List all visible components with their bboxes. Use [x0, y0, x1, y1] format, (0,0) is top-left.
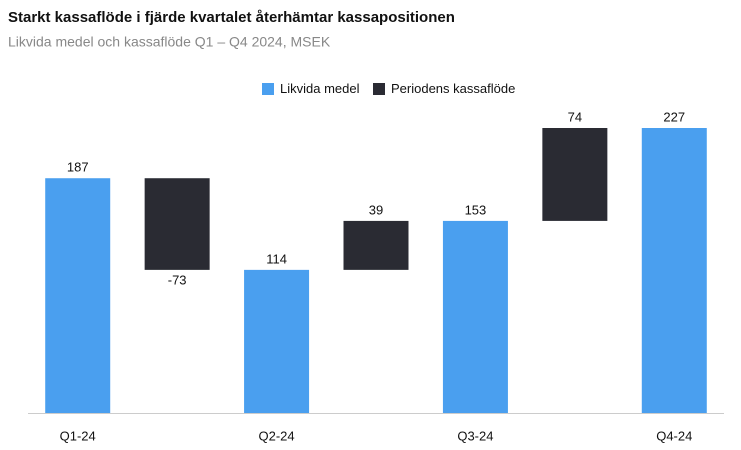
legend-label: Likvida medel	[280, 81, 360, 96]
data-label: 153	[465, 202, 487, 217]
flow-bar	[542, 128, 608, 221]
bar	[442, 220, 508, 413]
flow-bar	[144, 178, 210, 270]
chart-subtitle: Likvida medel och kassaflöde Q1 – Q4 202…	[8, 34, 331, 50]
legend-swatch	[262, 83, 274, 95]
data-label: 114	[266, 251, 287, 266]
data-label: 74	[568, 109, 582, 124]
chart-title: Starkt kassaflöde i fjärde kvartalet åte…	[8, 9, 455, 26]
flow-bar	[343, 220, 409, 270]
x-tick-label: Q3-24	[457, 428, 493, 443]
x-tick-label: Q2-24	[259, 428, 295, 443]
legend-label: Periodens kassaflöde	[391, 81, 515, 96]
x-tick-label: Q1-24	[60, 428, 96, 443]
data-label: 187	[67, 160, 89, 175]
x-tick-label: Q4-24	[656, 428, 692, 443]
data-label: 39	[369, 202, 383, 217]
legend-swatch	[373, 83, 385, 95]
bar	[45, 178, 111, 413]
bar	[641, 128, 707, 413]
data-label: -73	[168, 272, 187, 287]
bar	[244, 269, 310, 413]
data-label: 227	[663, 109, 685, 124]
